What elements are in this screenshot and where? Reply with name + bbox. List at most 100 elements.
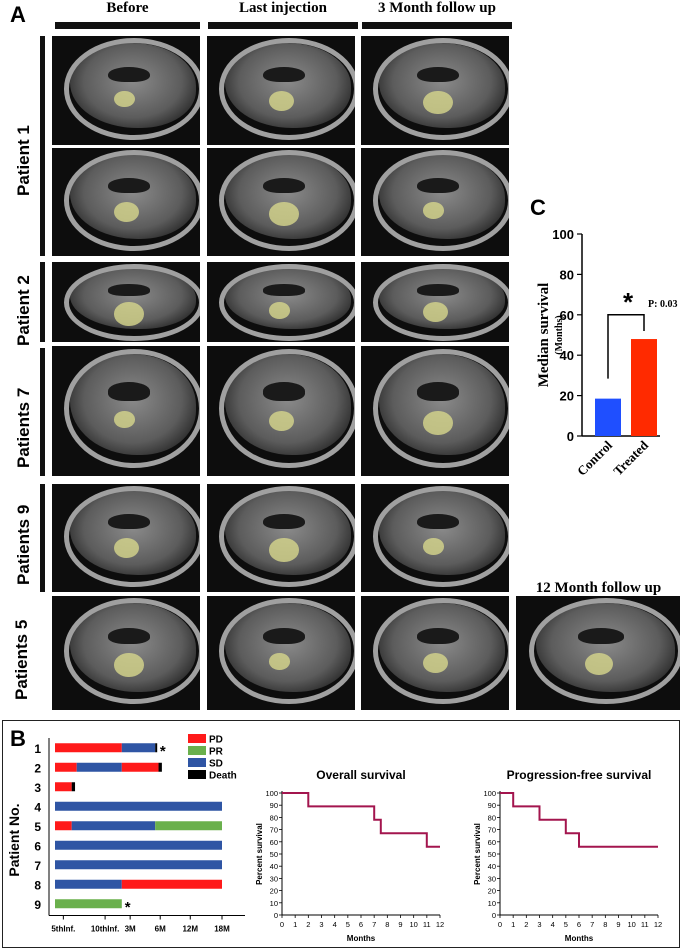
panel-b-frame bbox=[2, 720, 680, 948]
x-tick-label: 12 bbox=[436, 920, 444, 929]
mri-lesion bbox=[423, 302, 449, 323]
row-bar-patient-2 bbox=[40, 262, 45, 342]
mri-ventricle bbox=[108, 514, 150, 530]
mri-lesion bbox=[423, 653, 449, 674]
mri-scan-image bbox=[361, 596, 509, 710]
x-tick-label: 11 bbox=[423, 920, 431, 929]
y-axis-label: Percent survival bbox=[255, 823, 264, 885]
mri-ventricle bbox=[108, 627, 150, 644]
mri-ventricle bbox=[108, 284, 150, 296]
mri-skull-outline bbox=[63, 150, 200, 251]
mri-ventricle bbox=[263, 66, 305, 82]
mri-ventricle bbox=[108, 382, 150, 401]
y-tick-label: 100 bbox=[265, 789, 278, 798]
patient-number-label: 1 bbox=[34, 742, 41, 756]
y-axis-sublabel: (Months) bbox=[554, 315, 565, 354]
mri-skull-outline bbox=[63, 598, 200, 705]
y-tick-label: 50 bbox=[270, 850, 278, 859]
x-tick-label: 7 bbox=[590, 920, 594, 929]
swimmer-segment-sd bbox=[55, 860, 222, 870]
y-tick-label: 100 bbox=[552, 227, 574, 242]
mri-lesion bbox=[114, 302, 144, 326]
y-tick-label: 100 bbox=[483, 789, 496, 798]
mri-skull-outline bbox=[63, 38, 200, 140]
mri-scan-image bbox=[361, 346, 509, 476]
x-tick-label: 1 bbox=[293, 920, 297, 929]
mri-ventricle bbox=[417, 66, 459, 82]
x-tick-label: 12 bbox=[654, 920, 662, 929]
x-tick-label: 12M bbox=[182, 925, 198, 934]
mri-skull-outline bbox=[218, 348, 355, 468]
x-tick-label: 10thInf. bbox=[91, 925, 119, 934]
legend-label-death: Death bbox=[209, 771, 237, 782]
x-tick-label: Control bbox=[574, 437, 615, 478]
p-value-label: P: 0.03 bbox=[648, 299, 677, 310]
swimmer-segment-pd bbox=[55, 821, 72, 831]
y-tick-label: 40 bbox=[560, 348, 574, 363]
mri-lesion bbox=[423, 202, 444, 219]
y-tick-label: 40 bbox=[488, 862, 496, 871]
mri-lesion bbox=[269, 90, 295, 111]
mri-lesion bbox=[114, 90, 135, 108]
mri-scan-image bbox=[52, 262, 200, 342]
patient-number-label: 8 bbox=[34, 878, 41, 892]
swimmer-asterisk: * bbox=[160, 743, 166, 760]
x-tick-label: Treated bbox=[610, 437, 651, 478]
x-tick-label: 8 bbox=[603, 920, 607, 929]
column-bar-three-month bbox=[362, 22, 512, 29]
mri-skull-outline bbox=[372, 348, 509, 468]
y-tick-label: 20 bbox=[560, 389, 574, 404]
mri-scan-image bbox=[361, 36, 509, 145]
mri-ventricle bbox=[417, 178, 459, 194]
mri-ventricle bbox=[108, 178, 150, 194]
mri-ventricle bbox=[263, 382, 305, 401]
patient-number-label: 9 bbox=[34, 898, 41, 912]
x-tick-label: 4 bbox=[333, 920, 337, 929]
y-tick-label: 0 bbox=[567, 429, 574, 444]
x-tick-label: 6 bbox=[577, 920, 581, 929]
row-label-patient-9: Patients 9 bbox=[14, 504, 33, 585]
mri-skull-outline bbox=[372, 486, 509, 587]
mri-scan-image bbox=[516, 596, 680, 710]
x-tick-label: 5thInf. bbox=[51, 925, 75, 934]
legend-swatch-death bbox=[188, 770, 206, 779]
survival-curve bbox=[500, 792, 658, 848]
y-axis-label: Median survival bbox=[536, 283, 552, 388]
mri-lesion bbox=[269, 411, 295, 432]
swimmer-segment-pd bbox=[55, 743, 122, 753]
y-tick-label: 40 bbox=[270, 862, 278, 871]
y-tick-label: 30 bbox=[488, 874, 496, 883]
y-tick-label: 80 bbox=[560, 267, 574, 282]
column-header-last-injection: Last injection bbox=[239, 0, 327, 16]
mri-scan-image bbox=[207, 484, 355, 592]
mri-lesion bbox=[423, 411, 453, 435]
swimmer-segment-death bbox=[158, 762, 162, 772]
x-tick-label: 10 bbox=[627, 920, 635, 929]
y-tick-label: 70 bbox=[488, 826, 496, 835]
x-tick-label: 18M bbox=[214, 925, 230, 934]
mri-lesion bbox=[114, 202, 140, 223]
mri-skull-outline bbox=[218, 150, 355, 251]
panel-label-b: B bbox=[10, 726, 26, 751]
mri-lesion bbox=[269, 202, 299, 226]
y-tick-label: 60 bbox=[270, 838, 278, 847]
legend-label-sd: SD bbox=[209, 759, 223, 770]
mri-skull-outline bbox=[372, 598, 509, 705]
swimmer-segment-death bbox=[155, 743, 158, 753]
mri-skull-outline bbox=[218, 38, 355, 140]
mri-skull-outline bbox=[63, 348, 200, 468]
row-bar-patient-1 bbox=[40, 36, 45, 256]
x-tick-label: 0 bbox=[280, 920, 284, 929]
swimmer-segment-pd bbox=[121, 879, 222, 889]
y-tick-label: 90 bbox=[488, 801, 496, 810]
legend-label-pd: PD bbox=[209, 735, 223, 746]
swimmer-segment-pr bbox=[155, 821, 222, 831]
y-tick-label: 10 bbox=[270, 899, 278, 908]
y-axis-label: Patient No. bbox=[6, 803, 22, 876]
patient-number-label: 2 bbox=[34, 761, 41, 775]
patient-number-label: 7 bbox=[34, 859, 41, 873]
column-header-three-month: 3 Month follow up bbox=[378, 0, 496, 16]
x-tick-label: 10 bbox=[409, 920, 417, 929]
mri-ventricle bbox=[417, 627, 459, 644]
swimmer-segment-pd bbox=[55, 762, 77, 772]
